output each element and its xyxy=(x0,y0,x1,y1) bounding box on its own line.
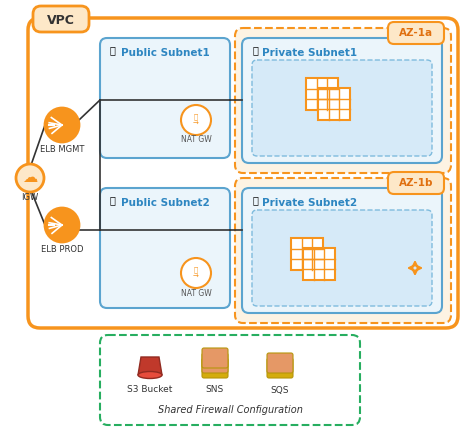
Circle shape xyxy=(45,208,79,242)
FancyBboxPatch shape xyxy=(388,22,444,44)
Text: Shared Firewall Configuration: Shared Firewall Configuration xyxy=(157,405,302,415)
Bar xyxy=(291,238,323,270)
Text: VPC: VPC xyxy=(47,14,75,28)
FancyBboxPatch shape xyxy=(100,38,230,158)
Text: AZ-1a: AZ-1a xyxy=(399,28,433,38)
Text: 🔒: 🔒 xyxy=(109,45,115,55)
Circle shape xyxy=(45,108,79,142)
Bar xyxy=(318,88,350,120)
Text: Public Subnet1: Public Subnet1 xyxy=(120,48,210,58)
Ellipse shape xyxy=(138,371,162,378)
Text: AZ-1b: AZ-1b xyxy=(399,178,433,188)
FancyBboxPatch shape xyxy=(242,38,442,163)
Text: ⬛
→: ⬛ → xyxy=(193,266,199,280)
Text: 🔒: 🔒 xyxy=(252,195,258,205)
Text: ELB MGMT: ELB MGMT xyxy=(40,145,84,155)
FancyBboxPatch shape xyxy=(235,178,451,323)
Text: SQS: SQS xyxy=(271,385,289,395)
Text: ELB PROD: ELB PROD xyxy=(41,246,83,254)
Text: S3 Bucket: S3 Bucket xyxy=(128,385,173,395)
Text: ⬛
→: ⬛ → xyxy=(193,113,199,127)
FancyBboxPatch shape xyxy=(267,358,293,378)
Text: Private Subnet1: Private Subnet1 xyxy=(263,48,357,58)
Circle shape xyxy=(181,105,211,135)
FancyBboxPatch shape xyxy=(235,28,451,173)
Polygon shape xyxy=(138,357,162,375)
FancyBboxPatch shape xyxy=(242,188,442,313)
FancyBboxPatch shape xyxy=(202,358,228,378)
FancyBboxPatch shape xyxy=(388,172,444,194)
Text: Private Subnet2: Private Subnet2 xyxy=(263,198,357,208)
FancyBboxPatch shape xyxy=(252,210,432,306)
Bar xyxy=(306,78,338,110)
FancyBboxPatch shape xyxy=(28,18,458,328)
Text: Public Subnet2: Public Subnet2 xyxy=(120,198,210,208)
Text: ☁: ☁ xyxy=(22,170,37,186)
Text: NAT GW: NAT GW xyxy=(181,135,211,145)
FancyBboxPatch shape xyxy=(252,60,432,156)
Text: 🔒: 🔒 xyxy=(252,45,258,55)
Text: IGW: IGW xyxy=(21,192,38,201)
FancyBboxPatch shape xyxy=(202,348,228,368)
FancyBboxPatch shape xyxy=(202,353,228,373)
Bar xyxy=(303,248,335,280)
FancyBboxPatch shape xyxy=(33,6,89,32)
FancyBboxPatch shape xyxy=(267,353,293,373)
FancyBboxPatch shape xyxy=(100,335,360,425)
FancyBboxPatch shape xyxy=(100,188,230,308)
Text: NAT GW: NAT GW xyxy=(181,289,211,297)
Text: 🔒: 🔒 xyxy=(109,195,115,205)
Text: SNS: SNS xyxy=(206,385,224,395)
Circle shape xyxy=(181,258,211,288)
Circle shape xyxy=(16,164,44,192)
